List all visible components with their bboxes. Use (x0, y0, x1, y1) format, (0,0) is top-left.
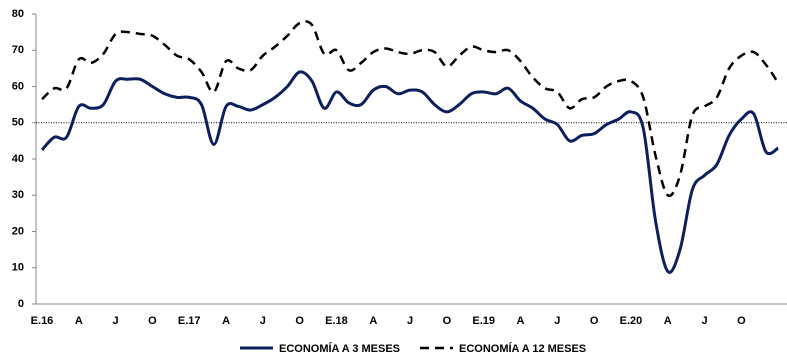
x-tick-label: O (295, 315, 304, 327)
x-tick-label: E.17 (178, 315, 201, 327)
y-tick-label: 60 (12, 80, 24, 92)
x-tick-label: A (222, 315, 230, 327)
x-tick-label: E.19 (472, 315, 495, 327)
y-tick-label: 40 (12, 153, 24, 165)
x-tick-label: J (702, 315, 708, 327)
x-tick-label: A (664, 315, 672, 327)
x-tick-label: O (737, 315, 746, 327)
x-tick-label: J (260, 315, 266, 327)
legend-label: ECONOMÍA A 12 MESES (459, 342, 586, 355)
x-tick-label: J (554, 315, 560, 327)
y-tick-label: 0 (18, 298, 24, 310)
y-tick-label: 70 (12, 44, 24, 56)
data-line (41, 20, 780, 198)
x-tick-label: E.18 (325, 315, 348, 327)
x-tick-label: A (517, 315, 525, 327)
x-tick-label: O (443, 315, 452, 327)
x-tick-label: J (407, 315, 413, 327)
y-tick-label: 10 (12, 262, 24, 274)
x-tick-label: J (113, 315, 119, 327)
y-tick-label: 80 (12, 8, 24, 20)
y-tick-label: 50 (12, 117, 24, 129)
y-tick-label: 30 (12, 189, 24, 201)
x-tick-label: O (148, 315, 157, 327)
x-tick-label: A (75, 315, 83, 327)
x-tick-label: O (590, 315, 599, 327)
legend-label: ECONOMÍA A 3 MESES (279, 342, 400, 355)
y-tick-label: 20 (12, 225, 24, 237)
x-tick-label: E.20 (620, 315, 643, 327)
x-tick-label: A (369, 315, 377, 327)
data-line (40, 70, 779, 274)
x-tick-label: E.16 (31, 315, 54, 327)
